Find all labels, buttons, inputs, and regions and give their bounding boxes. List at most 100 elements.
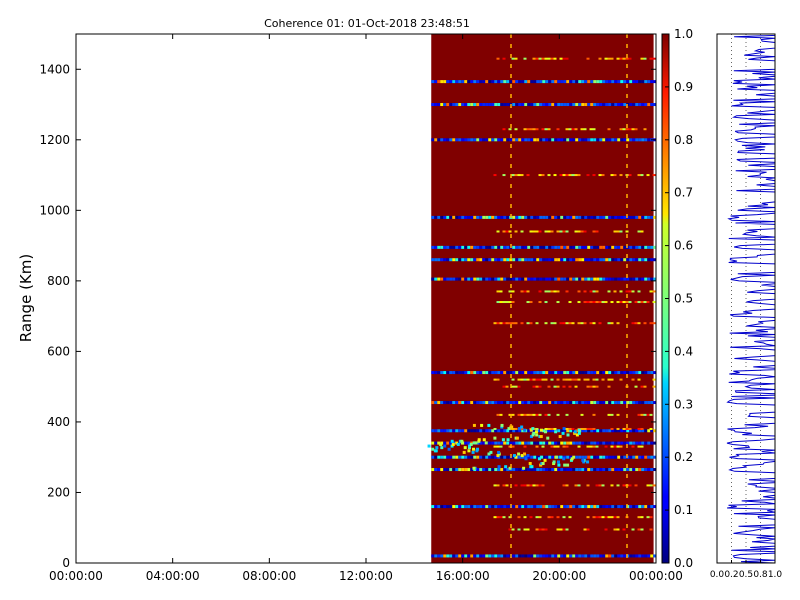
heatmap-cell — [611, 138, 615, 142]
heatmap-cell — [587, 455, 591, 459]
heatmap-cell — [476, 258, 480, 262]
heatmap-cell — [524, 138, 528, 142]
heatmap-cell — [644, 258, 648, 262]
heatmap-cell — [500, 401, 504, 405]
heatmap-cell — [557, 429, 561, 433]
heatmap-cell — [581, 455, 585, 459]
heatmap-cell — [464, 441, 468, 445]
heatmap-cell — [641, 80, 645, 84]
heatmap-cell — [548, 138, 552, 142]
heatmap-cell — [556, 413, 560, 416]
heatmap-cell — [622, 301, 626, 304]
heatmap-cell — [527, 554, 531, 558]
heatmap-cell — [542, 258, 546, 262]
heatmap-cell — [468, 444, 472, 448]
heatmap-cell — [473, 505, 477, 509]
heatmap-cell — [626, 468, 630, 472]
heatmap-cell — [554, 401, 558, 405]
heatmap-cell — [583, 427, 587, 430]
heatmap-cell — [622, 57, 626, 60]
heatmap-cell — [496, 484, 500, 487]
heatmap-cell — [545, 258, 549, 262]
heatmap-cell — [650, 401, 654, 405]
heatmap-cell — [505, 301, 509, 304]
heatmap-cell — [647, 441, 651, 445]
heatmap-cell — [511, 301, 515, 304]
heatmap-cell — [616, 322, 620, 325]
heatmap-cell — [625, 57, 629, 60]
heatmap-cell — [515, 80, 519, 84]
heatmap-cell — [578, 138, 582, 142]
heatmap-cell — [646, 484, 650, 487]
heatmap-cell — [586, 174, 590, 177]
heatmap-cell — [515, 554, 519, 558]
heatmap-cell — [554, 103, 558, 107]
heatmap-cell — [622, 528, 626, 531]
heatmap-cell — [632, 80, 636, 84]
heatmap-cell — [631, 445, 635, 448]
heatmap-cell — [434, 505, 438, 509]
heatmap-cell — [560, 505, 564, 509]
heatmap-cell — [617, 429, 621, 433]
heatmap-cell — [623, 215, 627, 219]
heatmap-cell — [616, 57, 620, 60]
heatmap-cell — [443, 138, 447, 142]
heatmap-cell — [638, 429, 642, 433]
heatmap-cell — [541, 57, 545, 60]
heatmap-cell — [449, 554, 453, 558]
heatmap-cell — [527, 245, 531, 249]
heatmap-cell — [437, 258, 441, 262]
heatmap-cell — [637, 230, 641, 233]
heatmap-cell — [528, 462, 532, 466]
heatmap-cell — [551, 401, 555, 405]
heatmap-cell — [508, 290, 512, 293]
heatmap-cell — [556, 528, 560, 531]
heatmap-cell — [542, 215, 546, 219]
heatmap-cell — [497, 452, 501, 456]
heatmap-cell — [631, 378, 635, 381]
heatmap-cell — [620, 215, 624, 219]
heatmap-cell — [545, 371, 549, 375]
heatmap-cell — [569, 401, 573, 405]
heatmap-cell — [602, 505, 606, 509]
heatmap-cell — [650, 554, 654, 558]
x-tick-label: 04:00:00 — [146, 569, 200, 583]
heatmap-cell — [464, 245, 468, 249]
heatmap-cell — [494, 505, 498, 509]
heatmap-cell — [563, 258, 567, 262]
heatmap-cell — [467, 449, 471, 453]
heatmap-cell — [587, 258, 591, 262]
heatmap-cell — [614, 429, 618, 433]
heatmap-cell — [514, 57, 518, 60]
heatmap-cell — [470, 138, 474, 142]
heatmap-cell — [500, 277, 504, 281]
heatmap-cell — [467, 245, 471, 249]
heatmap-cell — [578, 258, 582, 262]
heatmap-cell — [529, 484, 533, 487]
heatmap-cell — [616, 528, 620, 531]
heatmap-cell — [544, 57, 548, 60]
heatmap-cell — [520, 290, 524, 293]
heatmap-cell — [562, 484, 566, 487]
heatmap-cell — [584, 215, 588, 219]
heatmap-cell — [596, 103, 600, 107]
heatmap-cell — [514, 230, 518, 233]
heatmap-cell — [604, 57, 608, 60]
heatmap-cell — [503, 505, 507, 509]
heatmap-cell — [536, 277, 540, 281]
heatmap-cell — [611, 258, 615, 262]
heatmap-cell — [520, 174, 524, 177]
heatmap-cell — [653, 505, 657, 509]
heatmap-cell — [531, 427, 535, 431]
heatmap-cell — [530, 245, 534, 249]
heatmap-cell — [596, 277, 600, 281]
heatmap-cell — [482, 371, 486, 375]
heatmap-cell — [446, 245, 450, 249]
heatmap-cell — [521, 277, 525, 281]
colorbar-tick-label: 0.7 — [674, 186, 693, 200]
heatmap-cell — [640, 301, 644, 304]
heatmap-cell — [560, 371, 564, 375]
heatmap-cell — [590, 441, 594, 445]
heatmap-cell — [449, 245, 453, 249]
heatmap-cell — [554, 80, 558, 84]
